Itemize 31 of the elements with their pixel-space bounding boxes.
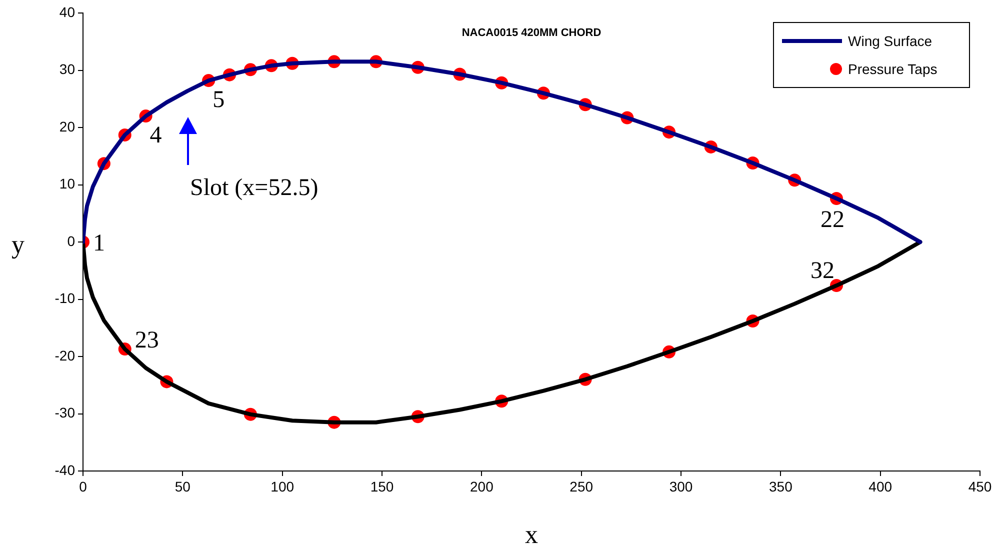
y-axis-title: y <box>12 230 24 259</box>
x-tick-label: 400 <box>868 478 892 494</box>
y-tick-label: 30 <box>59 61 76 78</box>
y-tick-label: 0 <box>67 232 76 249</box>
annotation: 1 <box>93 230 105 256</box>
legend-label: Pressure Taps <box>848 61 938 77</box>
x-tick-label: 300 <box>669 478 693 494</box>
annotation: 32 <box>810 258 834 284</box>
y-tick-label: 10 <box>59 176 76 192</box>
x-tick-label: 200 <box>470 478 494 494</box>
x-tick-label: 100 <box>270 478 294 494</box>
x-tick-label: 0 <box>79 478 88 494</box>
x-tick-label: 250 <box>570 478 594 494</box>
annotation: 23 <box>134 327 159 354</box>
annotation: 5 <box>212 86 225 113</box>
x-axis-title: x <box>525 520 538 550</box>
x-tick-label: 150 <box>370 478 394 494</box>
annotation: 4 <box>150 122 162 148</box>
x-tick-label: 50 <box>174 478 191 494</box>
y-tick-label: 40 <box>59 4 76 20</box>
y-tick-label: -10 <box>54 290 76 306</box>
y-tick-label: -20 <box>54 347 76 364</box>
legend-label: Wing Surface <box>848 33 932 49</box>
annotation: 22 <box>820 206 844 233</box>
annotation: Slot (x=52.5) <box>190 174 318 202</box>
y-tick-label: 20 <box>59 118 76 134</box>
y-tick-label: -30 <box>54 404 76 421</box>
y-tick-label: -40 <box>54 462 76 478</box>
x-tick-label: 450 <box>968 478 992 494</box>
x-tick-label: 350 <box>768 478 793 494</box>
text: NACA0015 420MM CHORD <box>462 27 602 40</box>
